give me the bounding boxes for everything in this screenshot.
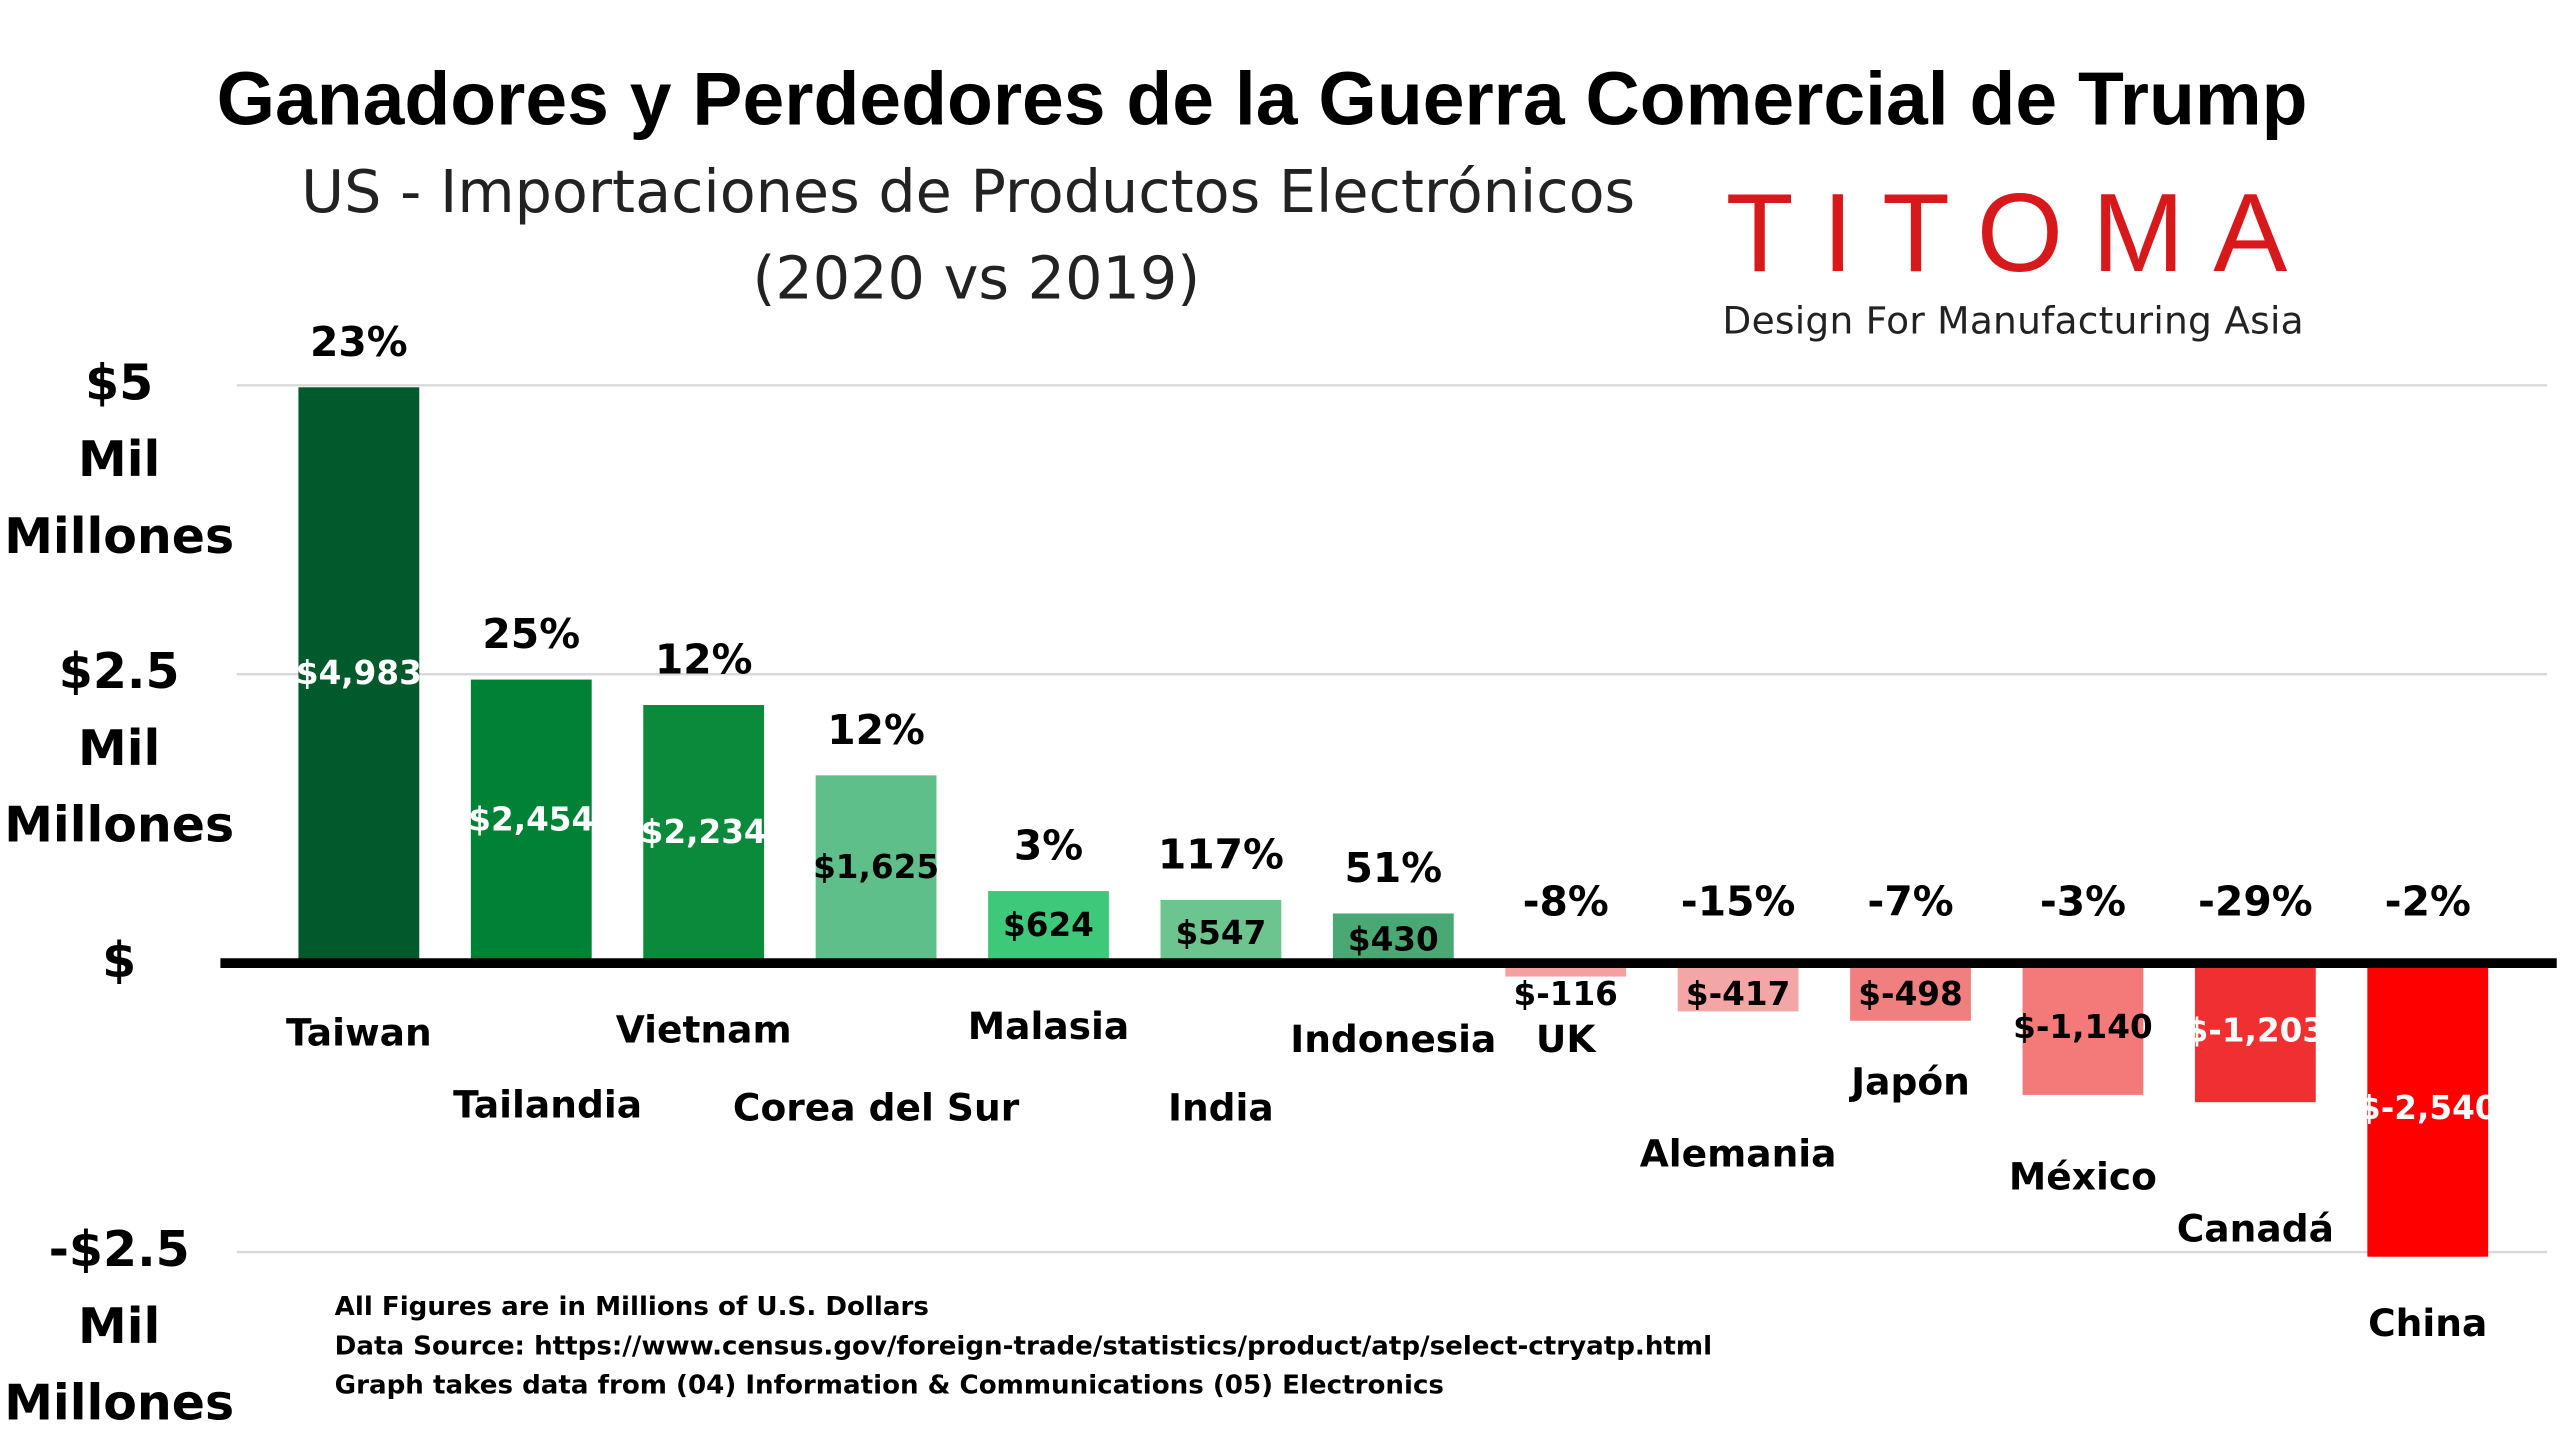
pct-change-label: 117% (1158, 830, 1284, 878)
bar (2194, 963, 2316, 1103)
bar (1160, 899, 1282, 964)
y-tick-label: $ (102, 932, 136, 989)
bar (815, 775, 937, 964)
value-label: $-2,540 (2358, 1089, 2498, 1127)
logo-tagline: Design For Manufacturing Asia (1722, 299, 2303, 343)
note: Graph takes data from (04) Information &… (335, 1371, 1444, 1401)
x-tick-label: Canadá (2177, 1207, 2334, 1251)
value-label: $-417 (1686, 975, 1790, 1013)
pct-change-label: -15% (1681, 877, 1796, 925)
value-label: $430 (1348, 921, 1439, 959)
value-label: $2,234 (641, 813, 767, 851)
value-label: $547 (1175, 914, 1266, 952)
x-tick-label: México (2009, 1154, 2157, 1198)
pct-change-label: 23% (310, 318, 408, 366)
value-label: $-1,203 (2186, 1012, 2326, 1050)
x-tick-label: Japón (1848, 1060, 1970, 1104)
value-label: $1,625 (813, 848, 939, 886)
x-tick-label: Indonesia (1290, 1017, 1496, 1061)
x-tick-label: Vietnam (616, 1007, 792, 1051)
note: Data Source: https://www.census.gov/fore… (335, 1331, 1712, 1361)
bar (2022, 963, 2144, 1095)
chart-subtitle: (2020 vs 2019) (752, 244, 1200, 313)
value-label: $-498 (1858, 975, 1962, 1013)
y-tick-label: -$2.5 Mil Millones (4, 1221, 234, 1431)
chart-title: Ganadores y Perdedores de la Guerra Come… (217, 56, 2308, 140)
bar (2367, 963, 2489, 1257)
pct-change-label: -29% (2198, 877, 2313, 925)
x-tick-label: Corea del Sur (733, 1086, 1020, 1130)
x-tick-label: UK (1536, 1017, 1597, 1061)
bar (1850, 963, 1971, 1021)
pct-change-label: 3% (1014, 822, 1083, 870)
bar (1677, 963, 1799, 1012)
x-tick-label: Alemania (1640, 1131, 1837, 1175)
x-tick-label: Malasia (968, 1004, 1129, 1048)
y-tick-label: $5 Mil Millones (4, 354, 234, 564)
pct-change-label: 12% (827, 706, 925, 754)
x-tick-label: Tailandia (453, 1082, 642, 1126)
value-label: $624 (1003, 906, 1094, 944)
bar (298, 387, 420, 964)
value-label: $2,454 (468, 800, 594, 838)
bar (988, 891, 1109, 964)
pct-change-label: 12% (655, 636, 753, 684)
x-tick-label: Taiwan (286, 1011, 432, 1055)
pct-change-label: 25% (482, 610, 580, 658)
x-tick-label: China (2368, 1301, 2487, 1345)
pct-change-label: 51% (1344, 844, 1442, 892)
value-label: $4,983 (296, 654, 422, 692)
y-tick-label: $2.5 Mil Millones (4, 643, 234, 853)
chart-subtitle: US - Importaciones de Productos Electrón… (301, 157, 1635, 226)
note: All Figures are in Millions of U.S. Doll… (335, 1292, 929, 1322)
pct-change-label: -2% (2385, 877, 2471, 925)
value-label: $-116 (1514, 975, 1618, 1013)
bar (1332, 913, 1454, 964)
bar (643, 704, 765, 964)
x-tick-label: India (1168, 1086, 1274, 1130)
value-label: $-1,140 (2013, 1008, 2153, 1046)
bar (470, 679, 592, 964)
pct-change-label: -7% (1867, 877, 1953, 925)
pct-change-label: -3% (2040, 877, 2126, 925)
pct-change-label: -8% (1523, 877, 1609, 925)
